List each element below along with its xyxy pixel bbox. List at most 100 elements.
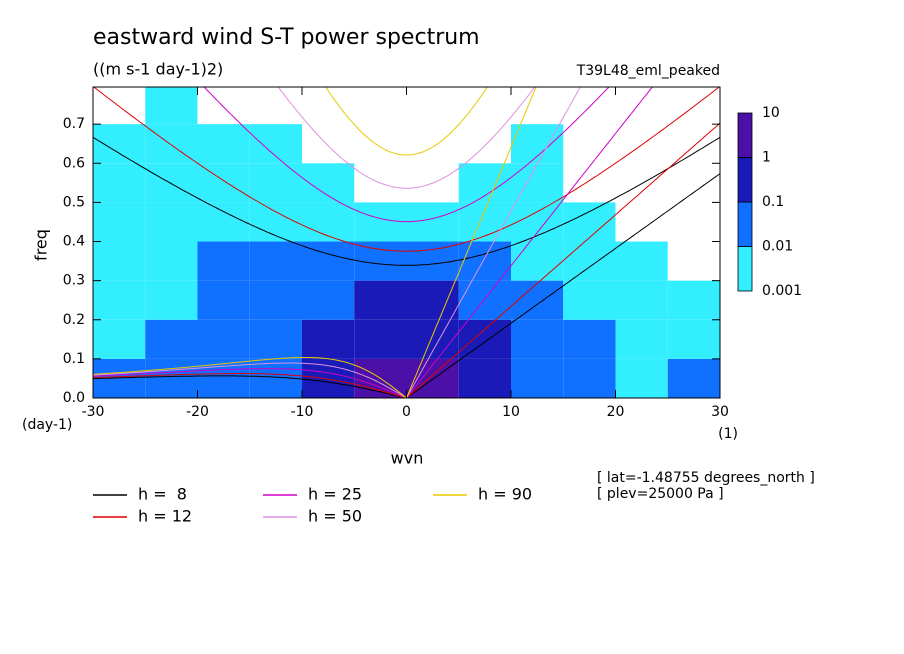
legend-label: h = 25 bbox=[308, 485, 362, 504]
colorbar-box bbox=[737, 112, 753, 158]
spectrum-cell bbox=[511, 358, 564, 398]
legend-label: h = 8 bbox=[138, 485, 187, 504]
spectrum-cell bbox=[93, 124, 146, 164]
spectrum-cell bbox=[667, 358, 720, 398]
dispersion-curve bbox=[93, 368, 407, 398]
y-tick-label: 0.2 bbox=[63, 312, 85, 328]
spectrum-cell bbox=[145, 358, 198, 398]
x-tick-label: -30 bbox=[82, 404, 105, 420]
spectrum-cell bbox=[145, 319, 198, 359]
spectrum-cell bbox=[197, 280, 250, 320]
dispersion-curve bbox=[406, 87, 537, 398]
dispersion-curve bbox=[406, 173, 720, 398]
spectrum-cell bbox=[615, 358, 668, 398]
spectrum-cell bbox=[406, 241, 459, 281]
spectrum-cell bbox=[145, 163, 198, 203]
x-tick-label: -10 bbox=[291, 404, 314, 420]
spectrum-cell bbox=[563, 358, 616, 398]
colorbar-label: 0.001 bbox=[762, 283, 802, 299]
spectrum-cell bbox=[145, 241, 198, 281]
y-tick-label: 0.0 bbox=[63, 390, 85, 406]
dispersion-curve bbox=[406, 122, 720, 398]
x-axis-label: wvn bbox=[391, 449, 424, 468]
spectrum-cell bbox=[145, 280, 198, 320]
spectrum-cell bbox=[145, 87, 198, 125]
spectrum-cell bbox=[354, 280, 407, 320]
colorbar-label: 10 bbox=[762, 105, 780, 121]
legend-label: h = 90 bbox=[478, 485, 532, 504]
spectrum-cell bbox=[458, 358, 511, 398]
x-axis-unit: (1) bbox=[718, 426, 738, 442]
dispersion-curve bbox=[93, 136, 720, 266]
spectrum-cell bbox=[406, 319, 459, 359]
dispersion-curve bbox=[203, 87, 610, 223]
dataset-label: T39L48_eml_peaked bbox=[576, 63, 720, 79]
spectrum-cell bbox=[511, 319, 564, 359]
dispersion-curve bbox=[277, 87, 536, 189]
spectrum-cell bbox=[406, 202, 459, 242]
spectrum-cell bbox=[354, 319, 407, 359]
spectrum-cell bbox=[458, 280, 511, 320]
spectrum-cell bbox=[615, 319, 668, 359]
y-tick-label: 0.4 bbox=[63, 234, 85, 250]
spectrum-cell bbox=[249, 319, 302, 359]
y-tick-label: 0.7 bbox=[63, 116, 85, 132]
dispersion-curve bbox=[93, 362, 407, 398]
spectrum-cell bbox=[93, 319, 146, 359]
legend-label: h = 50 bbox=[308, 507, 362, 526]
spectrum-cell bbox=[615, 241, 668, 281]
spectrum-cell bbox=[511, 202, 564, 242]
y-tick-label: 0.3 bbox=[63, 273, 85, 289]
spectrum-cell bbox=[197, 202, 250, 242]
dispersion-curve bbox=[93, 357, 407, 398]
dispersion-curve bbox=[406, 87, 581, 398]
spectrum-cell bbox=[563, 319, 616, 359]
spectrum-cell bbox=[458, 241, 511, 281]
dispersion-curve bbox=[325, 87, 488, 156]
spectrum-cell bbox=[302, 202, 355, 242]
spectrum-cell bbox=[511, 241, 564, 281]
x-tick-label: 30 bbox=[711, 404, 729, 420]
note: [ lat=-1.48755 degrees_north ] bbox=[597, 470, 815, 486]
spectrum-cell bbox=[302, 319, 355, 359]
dispersion-curve bbox=[93, 87, 720, 252]
spectrum-cell bbox=[615, 280, 668, 320]
y-tick-label: 0.1 bbox=[63, 351, 85, 367]
y-axis-label: freq bbox=[32, 229, 51, 261]
spectrum-cell bbox=[302, 358, 355, 398]
spectrum-cell bbox=[145, 202, 198, 242]
spectrum-cell bbox=[93, 241, 146, 281]
note: [ plev=25000 Pa ] bbox=[597, 486, 724, 502]
x-tick-label: 0 bbox=[402, 404, 411, 420]
dispersion-curve bbox=[93, 373, 407, 398]
y-tick-label: 0.5 bbox=[63, 194, 85, 210]
colorbar-label: 0.01 bbox=[762, 239, 793, 255]
colorbar-box bbox=[737, 157, 753, 203]
spectrum-cell bbox=[249, 241, 302, 281]
spectrum-cell bbox=[249, 163, 302, 203]
colorbar-box bbox=[737, 246, 753, 292]
spectrum-cell bbox=[249, 280, 302, 320]
spectrum-cell bbox=[197, 124, 250, 164]
spectrum-cell bbox=[511, 124, 564, 164]
spectrum-cell bbox=[563, 241, 616, 281]
x-tick-label: 20 bbox=[607, 404, 625, 420]
spectrum-cell bbox=[354, 241, 407, 281]
spectrum-cell bbox=[667, 280, 720, 320]
chart-subtitle: ((m s-1 day-1)2) bbox=[93, 60, 223, 79]
spectrum-cell bbox=[93, 202, 146, 242]
spectrum-cell bbox=[197, 241, 250, 281]
legend-label: h = 12 bbox=[138, 507, 192, 526]
spectrum-cell bbox=[511, 280, 564, 320]
colorbar-box bbox=[737, 201, 753, 247]
x-tick-label: -20 bbox=[186, 404, 209, 420]
chart-title: eastward wind S-T power spectrum bbox=[93, 25, 480, 50]
spectrum-cell bbox=[406, 280, 459, 320]
y-tick-label: 0.6 bbox=[63, 155, 85, 171]
dispersion-curve bbox=[406, 87, 653, 398]
dispersion-curve bbox=[93, 375, 407, 398]
spectrum-cell bbox=[302, 280, 355, 320]
spectrum-cell bbox=[197, 319, 250, 359]
spectrum-cell bbox=[354, 202, 407, 242]
